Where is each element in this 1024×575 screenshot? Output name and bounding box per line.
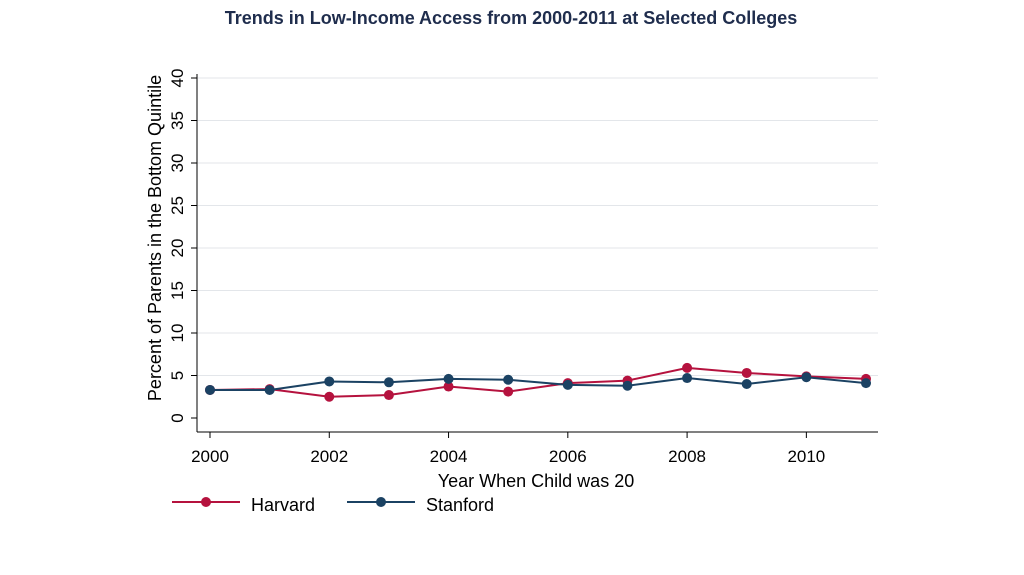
- legend-swatch-marker: [376, 497, 386, 507]
- data-point-stanford-2006: [562, 379, 573, 390]
- y-tick-label: 10: [168, 324, 187, 343]
- data-point-stanford-2011: [861, 378, 871, 389]
- y-tick-label: 25: [168, 196, 187, 215]
- data-point-stanford-2008: [682, 373, 693, 384]
- data-point-stanford-2010: [801, 372, 812, 383]
- data-point-stanford-2005: [503, 374, 514, 385]
- data-point-stanford-2000: [205, 384, 215, 395]
- legend-label-harvard: Harvard: [251, 495, 315, 515]
- data-point-harvard-2009: [741, 367, 752, 378]
- data-point-stanford-2004: [443, 373, 454, 384]
- data-point-harvard-2005: [503, 386, 514, 397]
- data-point-harvard-2004: [443, 381, 454, 392]
- data-point-stanford-2007: [622, 380, 633, 391]
- y-tick-label: 30: [168, 154, 187, 173]
- y-tick-label: 15: [168, 281, 187, 300]
- y-tick-label: 40: [168, 69, 187, 88]
- x-tick-label: 2010: [787, 447, 825, 466]
- chart-title: Trends in Low-Income Access from 2000-20…: [225, 8, 798, 28]
- y-axis-ticks: 0 5 10 15 20 25 30 35 40: [168, 69, 197, 423]
- legend-item-harvard: Harvard: [172, 495, 315, 515]
- x-tick-label: 2004: [430, 447, 468, 466]
- data-point-stanford-2001: [264, 384, 275, 395]
- data-point-harvard-2003: [383, 390, 394, 401]
- data-point-stanford-2003: [383, 377, 394, 388]
- x-axis-label: Year When Child was 20: [438, 471, 634, 491]
- series-line-stanford: [210, 376, 867, 391]
- y-axis-label: Percent of Parents in the Bottom Quintil…: [145, 75, 165, 401]
- data-point-stanford-2002: [324, 376, 335, 387]
- x-tick-label: 2002: [310, 447, 348, 466]
- y-tick-label: 5: [168, 371, 187, 380]
- legend-item-stanford: Stanford: [347, 495, 494, 515]
- y-tick-label: 0: [168, 413, 187, 422]
- x-tick-label: 2008: [668, 447, 706, 466]
- series-line-harvard: [209, 366, 867, 398]
- y-tick-label: 35: [168, 111, 187, 130]
- data-point-harvard-2002: [324, 391, 335, 402]
- y-tick-label: 20: [168, 239, 187, 258]
- data-point-stanford-2009: [741, 379, 752, 389]
- axes: [196, 74, 878, 433]
- x-axis-ticks: 2000 2002 2004 2006 2008 2010: [191, 432, 825, 466]
- legend-swatch-marker: [201, 497, 211, 507]
- data-point-harvard-2008: [682, 362, 693, 373]
- series-layer: [205, 362, 871, 402]
- x-tick-label: 2000: [191, 447, 229, 466]
- legend: Harvard Stanford: [172, 495, 494, 515]
- gridlines: [197, 77, 878, 376]
- legend-label-stanford: Stanford: [426, 495, 494, 515]
- x-tick-label: 2006: [549, 447, 587, 466]
